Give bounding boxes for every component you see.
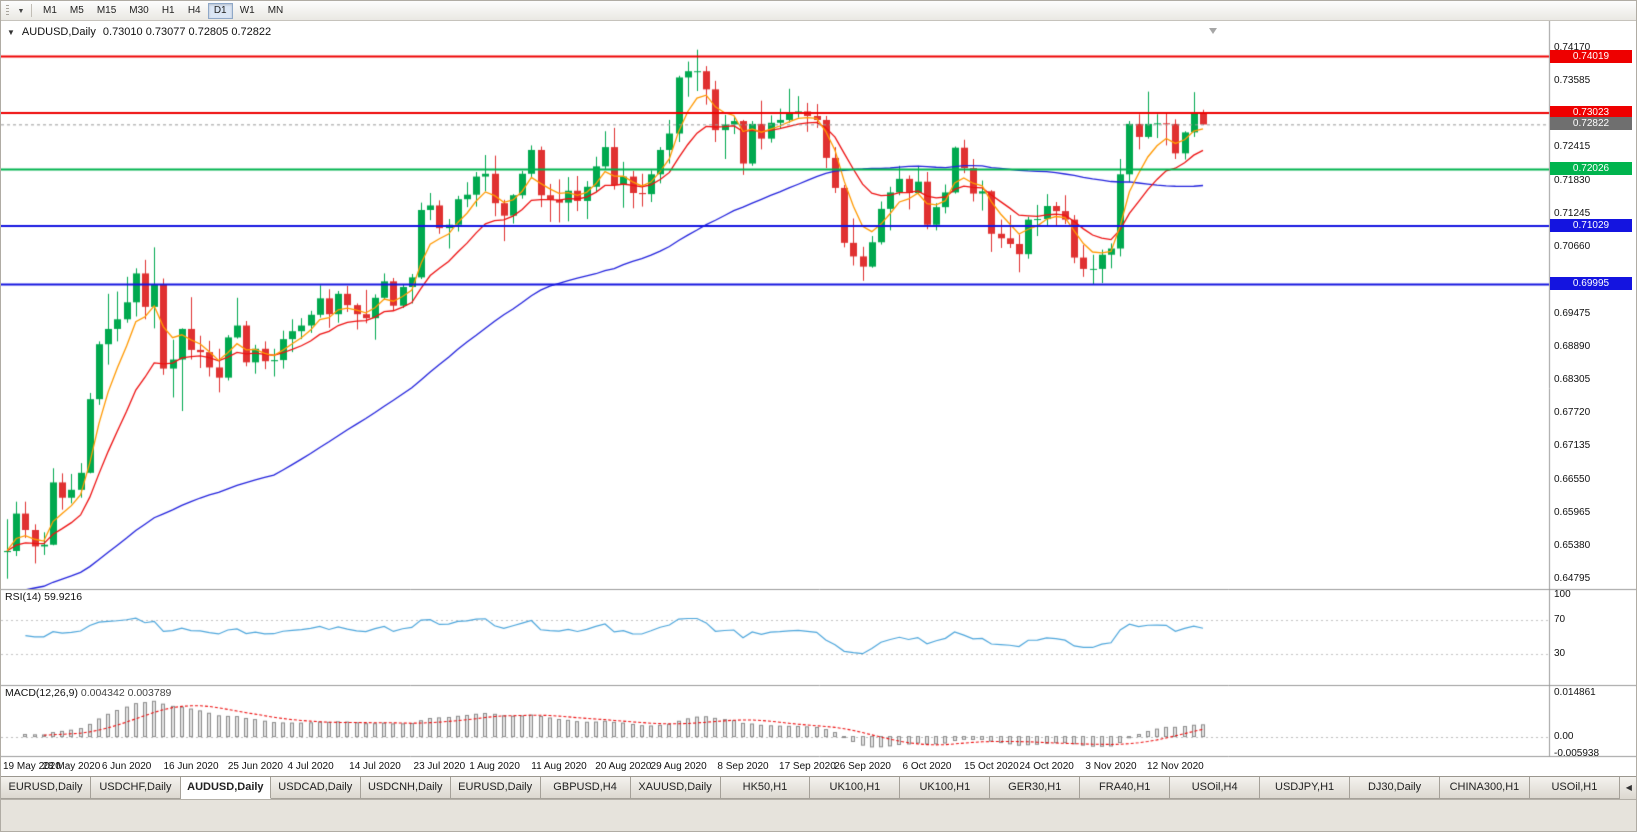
toolbar-separator (31, 4, 32, 17)
timeframe-button-d1[interactable]: D1 (207, 2, 233, 19)
timeframe-button-m1[interactable]: M1 (37, 3, 63, 19)
date-axis-label: 14 Jul 2020 (349, 761, 401, 772)
chart-tab[interactable]: USOil,H1 (1529, 777, 1620, 799)
chart-tab[interactable]: EURUSD,Daily (450, 777, 541, 799)
date-axis-label: 1 Aug 2020 (469, 761, 520, 772)
date-axis-label: 8 Sep 2020 (717, 761, 769, 772)
macd-values: 0.004342 0.003789 (80, 687, 172, 699)
chart-dropdown-icon[interactable]: ▼ (13, 3, 29, 19)
date-axis-label: 25 Jun 2020 (227, 761, 283, 772)
date-axis-label: 29 Aug 2020 (650, 761, 707, 772)
date-axis-label: 23 Jul 2020 (413, 761, 466, 772)
date-axis-label: 28 May 2020 (42, 761, 101, 772)
chart-tab[interactable]: USDCHF,Daily (90, 777, 181, 799)
price-chart-canvas[interactable] (1, 21, 1636, 776)
chart-window: ▼ AUDUSD,Daily 0.73010 0.73077 0.72805 0… (1, 21, 1636, 776)
chart-symbol-label: AUDUSD,Daily (21, 26, 96, 38)
rsi-value: 59.9216 (44, 591, 83, 603)
chart-tab[interactable]: UK100,H1 (900, 777, 991, 799)
chart-tab[interactable]: GBPUSD,H4 (540, 777, 631, 799)
chart-ohlc-values: 0.73010 0.73077 0.72805 0.72822 (102, 26, 272, 38)
timeframe-buttons: M1 M5 M15 M30 H1 H4 D1 W1 MN (37, 2, 290, 19)
chart-shift-marker-icon[interactable] (1209, 28, 1217, 34)
chart-tab[interactable]: USDCNH,Daily (360, 777, 451, 799)
chart-tab[interactable]: FRA40,H1 (1080, 777, 1171, 799)
chart-tab[interactable]: GER30,H1 (990, 777, 1081, 799)
date-axis-label: 6 Jun 2020 (101, 761, 152, 772)
chart-tab[interactable]: USOil,H4 (1170, 777, 1261, 799)
timeframe-button-w1[interactable]: W1 (234, 3, 261, 19)
timeframe-button-h4[interactable]: H4 (182, 3, 207, 19)
macd-name: MACD(12,26,9) (5, 687, 78, 699)
tab-scroll-left-icon[interactable]: ◀ (1619, 777, 1636, 799)
chart-tab[interactable]: USDJPY,H1 (1260, 777, 1351, 799)
collapse-chart-icon[interactable]: ▼ (7, 27, 15, 37)
chart-tab[interactable]: EURUSD,Daily (1, 777, 91, 799)
chart-tab[interactable]: DJ30,Daily (1350, 777, 1440, 799)
timeframe-button-m5[interactable]: M5 (64, 3, 90, 19)
chart-tab[interactable]: HK50,H1 (720, 777, 811, 799)
timeframe-button-mn[interactable]: MN (262, 3, 290, 19)
date-axis: 19 May 2020 28 May 2020 6 Jun 2020 16 Jun 2… (1, 760, 1636, 775)
date-axis-label: 20 Aug 2020 (595, 761, 652, 772)
chart-tab[interactable]: USDCAD,Daily (270, 777, 361, 799)
status-bar (1, 799, 1636, 831)
macd-indicator-label: MACD(12,26,9) 0.004342 0.003789 (5, 687, 171, 699)
rsi-indicator-label: RSI(14) 59.9216 (5, 591, 82, 603)
rsi-name: RSI(14) (5, 591, 42, 603)
date-axis-label: 16 Jun 2020 (163, 761, 219, 772)
date-axis-label: 15 Oct 2020 (964, 761, 1019, 772)
date-axis-label: 3 Nov 2020 (1085, 761, 1137, 772)
timeframe-button-m30[interactable]: M30 (123, 3, 154, 19)
chart-tab[interactable]: CHINA300,H1 (1440, 777, 1530, 799)
date-axis-label: 12 Nov 2020 (1147, 761, 1204, 772)
date-axis-label: 11 Aug 2020 (531, 761, 587, 772)
timeframe-button-h1[interactable]: H1 (156, 3, 181, 19)
timeframes-toolbar: ▼ M1 M5 M15 M30 H1 H4 D1 W1 MN (1, 1, 1636, 21)
chart-title: ▼ AUDUSD,Daily 0.73010 0.73077 0.72805 0… (7, 26, 271, 38)
chart-tab[interactable]: XAUUSD,Daily (630, 777, 721, 799)
date-axis-label: 17 Sep 2020 (779, 761, 836, 772)
timeframe-button-m15[interactable]: M15 (91, 3, 122, 19)
date-axis-label: 24 Oct 2020 (1019, 761, 1074, 772)
chart-tab[interactable]: AUDUSD,Daily (180, 777, 271, 799)
date-axis-label: 26 Sep 2020 (834, 761, 891, 772)
date-axis-label: 4 Jul 2020 (287, 761, 334, 772)
date-axis-label: 6 Oct 2020 (902, 761, 952, 772)
chart-tab-bar: EURUSD,Daily USDCHF,Daily AUDUSD,Daily USDC… (1, 776, 1636, 799)
date-axis-label: 19 May 2020 (3, 761, 61, 772)
toolbar-grip[interactable] (6, 4, 9, 17)
chart-tab[interactable]: UK100,H1 (810, 777, 901, 799)
